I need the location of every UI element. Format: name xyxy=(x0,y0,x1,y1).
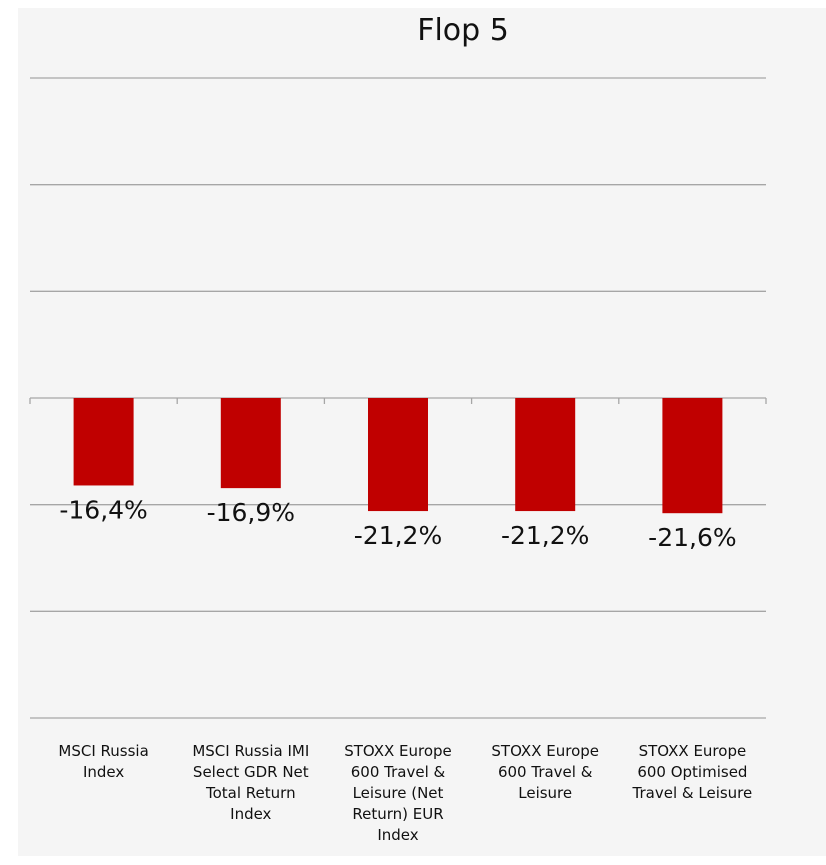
bar xyxy=(220,398,281,489)
category-label: STOXX Europe 600 Optimised Travel & Leisur… xyxy=(632,742,753,802)
data-labels: -16,4% -16,9% -21,2% -21,2% -21,6% xyxy=(59,495,736,552)
category-label-line: 600 Travel & xyxy=(351,763,446,781)
bar xyxy=(515,398,576,512)
category-label-line: Leisure (Net xyxy=(353,784,444,802)
bar xyxy=(73,398,134,486)
category-label: MSCI Russia Index xyxy=(58,742,148,781)
category-label-line: STOXX Europe xyxy=(639,742,747,760)
data-label: -21,2% xyxy=(354,521,442,550)
data-label: -21,6% xyxy=(648,523,736,552)
category-label-line: 600 Optimised xyxy=(637,763,747,781)
gridlines xyxy=(29,77,767,719)
category-labels: MSCI Russia Index MSCI Russia IMI Select GD… xyxy=(58,742,752,844)
bar xyxy=(662,398,723,514)
data-label: -21,2% xyxy=(501,521,589,550)
category-label-line: STOXX Europe xyxy=(344,742,452,760)
category-label-line: Select GDR Net xyxy=(193,763,309,781)
category-label-line: Travel & Leisure xyxy=(632,784,753,802)
bars xyxy=(73,398,723,514)
category-label-line: MSCI Russia IMI xyxy=(192,742,309,760)
category-label: MSCI Russia IMI Select GDR Net Total Retur… xyxy=(192,742,309,823)
data-label: -16,4% xyxy=(59,495,147,524)
category-label-line: 600 Travel & xyxy=(498,763,593,781)
category-label-line: Index xyxy=(377,826,418,844)
bar-chart: Flop 5 -16,4% -16,9% -21,2% -21,2% -21,6% MS… xyxy=(29,13,767,844)
chart-frame: Flop 5 -16,4% -16,9% -21,2% -21,2% -21,6% MS… xyxy=(18,8,826,856)
category-label: STOXX Europe 600 Travel & Leisure xyxy=(491,742,599,802)
category-label-line: STOXX Europe xyxy=(491,742,599,760)
bar xyxy=(368,398,428,512)
data-label: -16,9% xyxy=(207,498,295,527)
category-label-line: Total Return xyxy=(205,784,296,802)
category-label-line: Return) EUR xyxy=(352,805,443,823)
category-label: STOXX Europe 600 Travel & Leisure (Net Retu… xyxy=(344,742,452,844)
category-label-line: MSCI Russia xyxy=(58,742,148,760)
category-label-line: Index xyxy=(83,763,124,781)
category-label-line: Index xyxy=(230,805,271,823)
category-label-line: Leisure xyxy=(518,784,572,802)
chart-title: Flop 5 xyxy=(417,13,509,48)
